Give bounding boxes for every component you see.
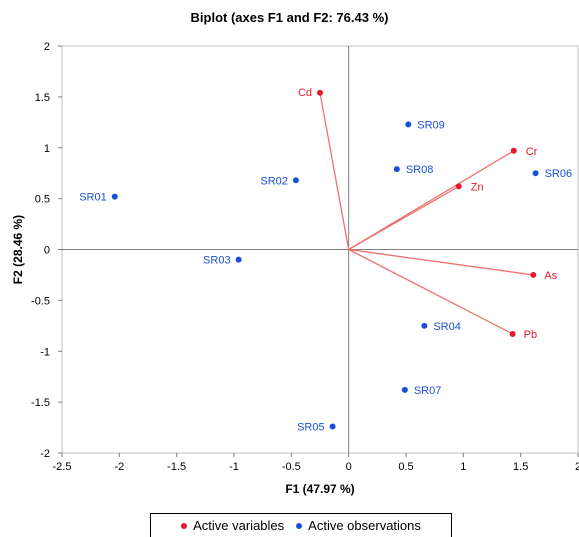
observation-point-sr03	[235, 256, 242, 263]
chart-title: Biplot (axes F1 and F2: 76.43 %)	[190, 10, 389, 25]
observation-point-sr05	[329, 423, 336, 430]
observation-point-sr07	[401, 386, 408, 393]
x-tick-label: -2	[114, 461, 124, 473]
x-tick-label: 0	[346, 461, 352, 473]
variable-point-pb	[509, 330, 516, 337]
variable-label-zn: Zn	[471, 181, 484, 193]
observation-label-sr02: SR02	[260, 175, 288, 187]
observation-point-sr09	[405, 121, 412, 128]
x-tick-label: -1	[229, 461, 239, 473]
legend-marker-observations	[296, 522, 303, 529]
y-tick-label: 1	[44, 143, 50, 155]
legend-item-observations: Active observations	[296, 518, 421, 533]
y-tick-label: -0.5	[31, 295, 50, 307]
y-tick-label: -1	[40, 346, 50, 358]
variable-point-zn	[455, 183, 462, 190]
observation-point-sr02	[292, 177, 299, 184]
variable-point-cd	[317, 89, 323, 96]
y-tick-label: 1.5	[35, 92, 50, 104]
observation-label-sr03: SR03	[203, 255, 231, 267]
y-tick-label: 2	[44, 41, 50, 53]
legend: Active variables Active observations	[150, 513, 452, 537]
loading-vector-pb	[348, 248, 513, 335]
loading-vector-zn	[348, 185, 460, 251]
y-axis-label: F2 (28.46 %)	[11, 215, 25, 284]
y-tick-label: -2	[40, 448, 50, 460]
variable-label-pb: Pb	[524, 329, 537, 341]
observation-point-sr01	[111, 193, 118, 200]
observation-label-sr07: SR07	[414, 385, 442, 397]
x-tick-label: -1.5	[167, 461, 186, 473]
x-tick-label: 1	[460, 461, 466, 473]
y-tick-label: 0	[44, 245, 50, 257]
y-tick-label: -1.5	[31, 397, 50, 409]
variable-label-cr: Cr	[526, 146, 538, 158]
observation-label-sr08: SR08	[406, 164, 434, 176]
observation-label-sr01: SR01	[79, 192, 107, 204]
variable-label-cd: Cd	[298, 87, 312, 99]
observation-point-sr06	[532, 170, 539, 177]
observation-label-sr05: SR05	[297, 422, 325, 434]
observation-label-sr04: SR04	[433, 321, 461, 333]
legend-item-variables: Active variables	[181, 518, 284, 533]
y-tick-label: 0.5	[35, 194, 50, 206]
variable-point-cr	[510, 147, 517, 154]
variable-label-as: As	[544, 270, 557, 282]
x-tick-label: 2	[575, 461, 579, 473]
observation-label-sr06: SR06	[545, 168, 573, 180]
legend-label-observations: Active observations	[308, 518, 421, 533]
legend-label-variables: Active variables	[193, 518, 285, 533]
variable-point-as	[530, 271, 537, 278]
observation-label-sr09: SR09	[417, 119, 445, 131]
x-tick-label: -0.5	[282, 461, 301, 473]
x-tick-label: -2.5	[53, 461, 72, 473]
loading-vector-cd	[319, 92, 350, 250]
observation-point-sr04	[421, 322, 428, 329]
x-tick-label: 1.5	[513, 461, 528, 473]
legend-marker-variables	[181, 522, 188, 529]
x-axis-label: F1 (47.97 %)	[285, 482, 354, 496]
loading-vector-as	[348, 248, 534, 276]
x-tick-label: 0.5	[398, 461, 413, 473]
observation-point-sr08	[393, 166, 400, 173]
